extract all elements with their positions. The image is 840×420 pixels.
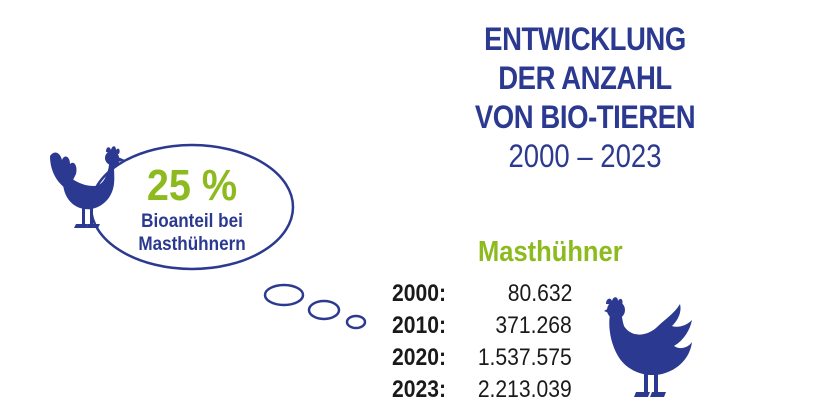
stat-value: 1.537.575 [478,344,572,371]
stat-year: 2023: [392,376,447,403]
stats-list: 2000: 80.632 2010: 371.268 2020: 1.537.5… [392,280,572,408]
stat-row: 2000: 80.632 [392,280,572,312]
bio-share-label-2: Masthühnern [138,234,246,255]
title-line-2: DER ANZAHL [498,60,672,96]
stat-row: 2020: 1.537.575 [392,344,572,376]
bubble-outline [89,143,295,271]
stat-row: 2010: 371.268 [392,312,572,344]
bio-share-percent: 25 % [146,161,238,210]
stat-value: 371.268 [495,312,572,339]
section-heading: Masthühner [478,236,623,268]
bubble-text: 25 % Bioanteil bei Masthühnern [88,162,296,256]
stat-value: 2.213.039 [478,376,572,403]
title-line-3: VON BIO-TIEREN [474,99,696,135]
stat-year: 2020: [392,344,447,371]
title-years: 2000 – 2023 [508,138,662,174]
hen-icon [604,297,692,397]
stat-row: 2023: 2.213.039 [392,376,572,408]
thought-dots [263,283,367,330]
stat-value: 80.632 [507,280,572,307]
thought-bubble: 25 % Bioanteil bei Masthühnern [88,142,296,272]
bio-share-label-1: Bioanteil bei [141,211,243,232]
stat-year: 2010: [392,312,447,339]
title-line-1: ENTWICKLUNG [484,21,686,57]
infographic-title: ENTWICKLUNG DER ANZAHL VON BIO-TIEREN 20… [440,20,730,176]
stat-year: 2000: [392,280,447,307]
